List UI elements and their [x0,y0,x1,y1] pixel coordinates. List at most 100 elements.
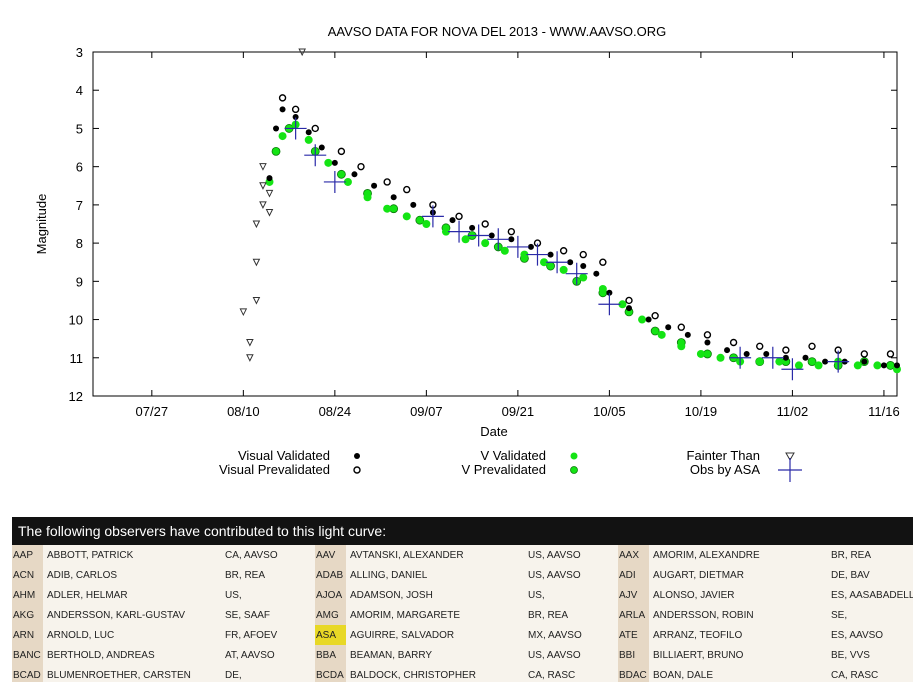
legend-visual-validated-label: Visual Validated [238,448,330,463]
observer-row: AHM ADLER, HELMAR US, AJOA ADAMSON, JOSH US, A… [12,585,913,605]
legend-v-validated-label: V Validated [480,448,546,463]
v-validated-point [716,353,725,362]
observer-name: BERTHOLD, ANDREAS [47,649,155,661]
observer-name: AMORIM, ALEXANDRE [653,549,760,561]
y-tick-label: 12 [69,389,83,404]
fainter-than-point [252,296,261,305]
v-validated-point [598,284,607,293]
v-validated-point [579,273,588,282]
observer-location: US, AAVSO [528,569,581,581]
observer-name: ANDERSSON, ROBIN [653,609,754,621]
x-axis: 07/27 08/10 08/24 09/07 09/21 10/05 10/19 11/02… [136,52,900,419]
observer-code: BCDA [315,665,346,682]
v-validated-point [363,193,372,202]
observer-code: ATE [618,625,649,645]
visual-validated-point [593,270,600,277]
v-validated-point [402,212,411,221]
visual-validated-point [371,182,378,189]
v-validated-point [618,300,627,309]
v-validated-point [873,361,882,370]
visual-prevalidated-point [782,346,790,354]
visual-prevalidated-point [337,147,346,156]
visual-prevalidated-point [403,185,411,194]
v-validated-point [794,361,803,370]
observer-code: ACN [12,565,43,585]
y-tick-label: 5 [76,121,83,136]
series-visual-prevalidated [278,94,895,358]
x-tick-label: 11/16 [868,404,900,419]
observer-location: US, [528,589,545,601]
visual-validated-point [861,358,868,365]
observer-name: AMORIM, MARGARETE [350,609,461,621]
observer-location: US, AAVSO [528,549,581,561]
obs-by-asa-point [827,350,850,373]
visual-prevalidated-point [599,258,607,266]
v-validated-point [461,235,470,244]
observer-code: AKG [12,605,43,625]
observer-name: ADAMSON, JOSH [350,589,433,601]
visual-validated-point [547,251,554,258]
legend-v-prevalidated-label: V Prevalidated [461,462,546,477]
chart-title: AAVSO DATA FOR NOVA DEL 2013 - WWW.AAVSO… [328,24,667,39]
observer-code: ARLA [618,605,649,625]
obs-by-asa-point [467,224,490,247]
visual-validated-point [266,175,273,182]
v-validated-point [343,177,352,186]
observer-name: ARRANZ, TEOFILO [653,629,743,641]
visual-validated-point [508,236,515,243]
fainter-than-point [252,220,261,229]
y-tick-label: 6 [76,160,83,175]
obs-by-asa-point [506,235,529,258]
visual-validated-point [390,194,397,201]
legend-fainter-than-marker [785,452,795,462]
visual-validated-point [488,232,495,239]
observer-name: ADIB, CARLOS [47,569,118,581]
observer-code: BDAC [618,665,649,682]
fainter-than-point [259,201,267,210]
visual-validated-point [292,113,299,120]
chart-panel: AAVSO DATA FOR NOVA DEL 2013 - WWW.AAVSO… [12,10,913,488]
visual-validated-point [822,358,829,365]
legend-visual-prevalidated-marker [353,466,361,474]
observer-row: ACN ADIB, CARLOS BR, REA ADAB ALLING, DANIEL… [12,565,913,585]
legend-visual-validated-marker [354,453,360,459]
x-axis-label: Date [480,424,507,439]
fainter-than-point [239,308,248,317]
fainter-than-point [265,189,274,198]
fainter-than-point [265,209,274,217]
observer-row: BCAD BLUMENROETHER, CARSTEN DE, BCDA BALDOCK… [12,665,913,682]
observer-code: AHM [12,585,43,605]
y-axis: 3 4 5 6 7 8 9 10 11 12 [69,45,897,404]
y-tick-label: 4 [76,83,83,98]
light-curve-chart: AAVSO DATA FOR NOVA DEL 2013 - WWW.AAVSO… [34,24,901,482]
observer-location: SE, [831,609,848,621]
observer-name: ALONSO, JAVIER [653,589,735,601]
legend-obs-by-asa-marker [778,458,802,482]
observer-location: BR, REA [831,549,872,561]
observer-location: US, AAVSO [528,649,581,661]
observer-code: AJOA [315,585,346,605]
legend-v-validated-marker [570,452,578,460]
visual-prevalidated-point [357,162,365,171]
visual-validated-point [567,259,574,266]
visual-validated-point [684,331,691,338]
visual-prevalidated-point [455,212,463,221]
fainter-than-point [252,258,261,267]
v-prevalidated-point [650,326,660,336]
observer-row: AKG ANDERSSON, KARL-GUSTAV SE, SAAF AMG AMOR… [12,605,913,625]
observer-location: AT, AAVSO [225,649,275,661]
legend-v-prevalidated-marker [570,466,578,474]
obs-by-asa-point [284,117,307,140]
obs-by-asa-point [565,262,588,285]
visual-validated-point [449,217,456,224]
observer-location: DE, BAV [831,569,870,581]
v-validated-point [481,239,490,248]
v-validated-point [324,158,333,167]
observer-location: ES, AAVSO [831,629,884,641]
visual-validated-point [273,125,280,132]
fainter-than-point [259,182,267,190]
observer-location: FR, AFOEV [225,629,278,641]
visual-prevalidated-point [729,338,738,347]
v-validated-point [304,135,313,144]
observer-code: AJV [618,585,649,605]
